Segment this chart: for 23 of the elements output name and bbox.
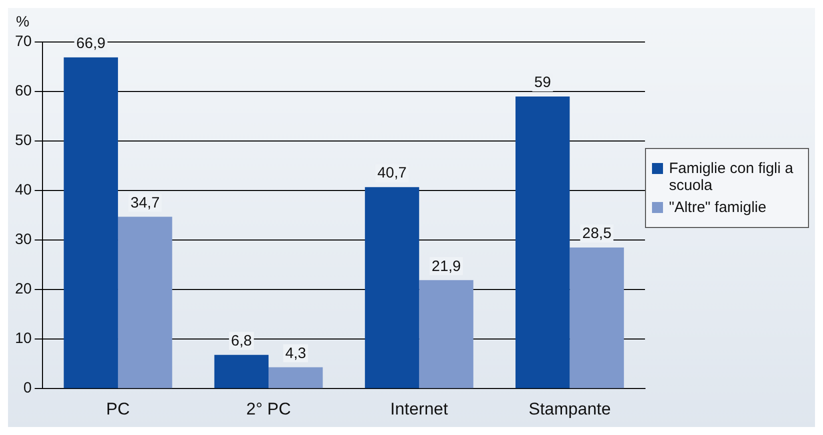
data-label: 66,9 [76, 34, 106, 52]
y-tick-label: 30 [14, 231, 32, 248]
y-tick-label: 0 [23, 380, 32, 397]
y-tick-label: 10 [14, 330, 32, 348]
x-tick-label: 2° PC [246, 399, 291, 418]
data-label: 28,5 [582, 225, 612, 242]
data-label: 34,7 [130, 194, 160, 212]
data-label: 59 [534, 74, 551, 92]
data-label: 21,9 [432, 258, 461, 275]
y-tick-label: 70 [14, 33, 32, 50]
y-tick-label: 40 [14, 182, 32, 199]
y-axis-title: % [16, 14, 30, 31]
legend-label: Famiglie con figli a scuola [669, 160, 794, 194]
x-tick-label: Stampante [528, 399, 611, 418]
y-tick-label: 60 [14, 82, 32, 100]
y-tick-label: 50 [14, 132, 32, 150]
data-label: 6,8 [231, 332, 252, 350]
y-tick-label: 20 [14, 280, 32, 298]
legend-label: "Altre" famiglie [669, 199, 766, 216]
x-tick-label: PC [106, 399, 130, 418]
x-tick-label: Internet [390, 399, 448, 418]
data-label: 4,3 [285, 344, 306, 362]
data-label: 40,7 [377, 164, 407, 182]
